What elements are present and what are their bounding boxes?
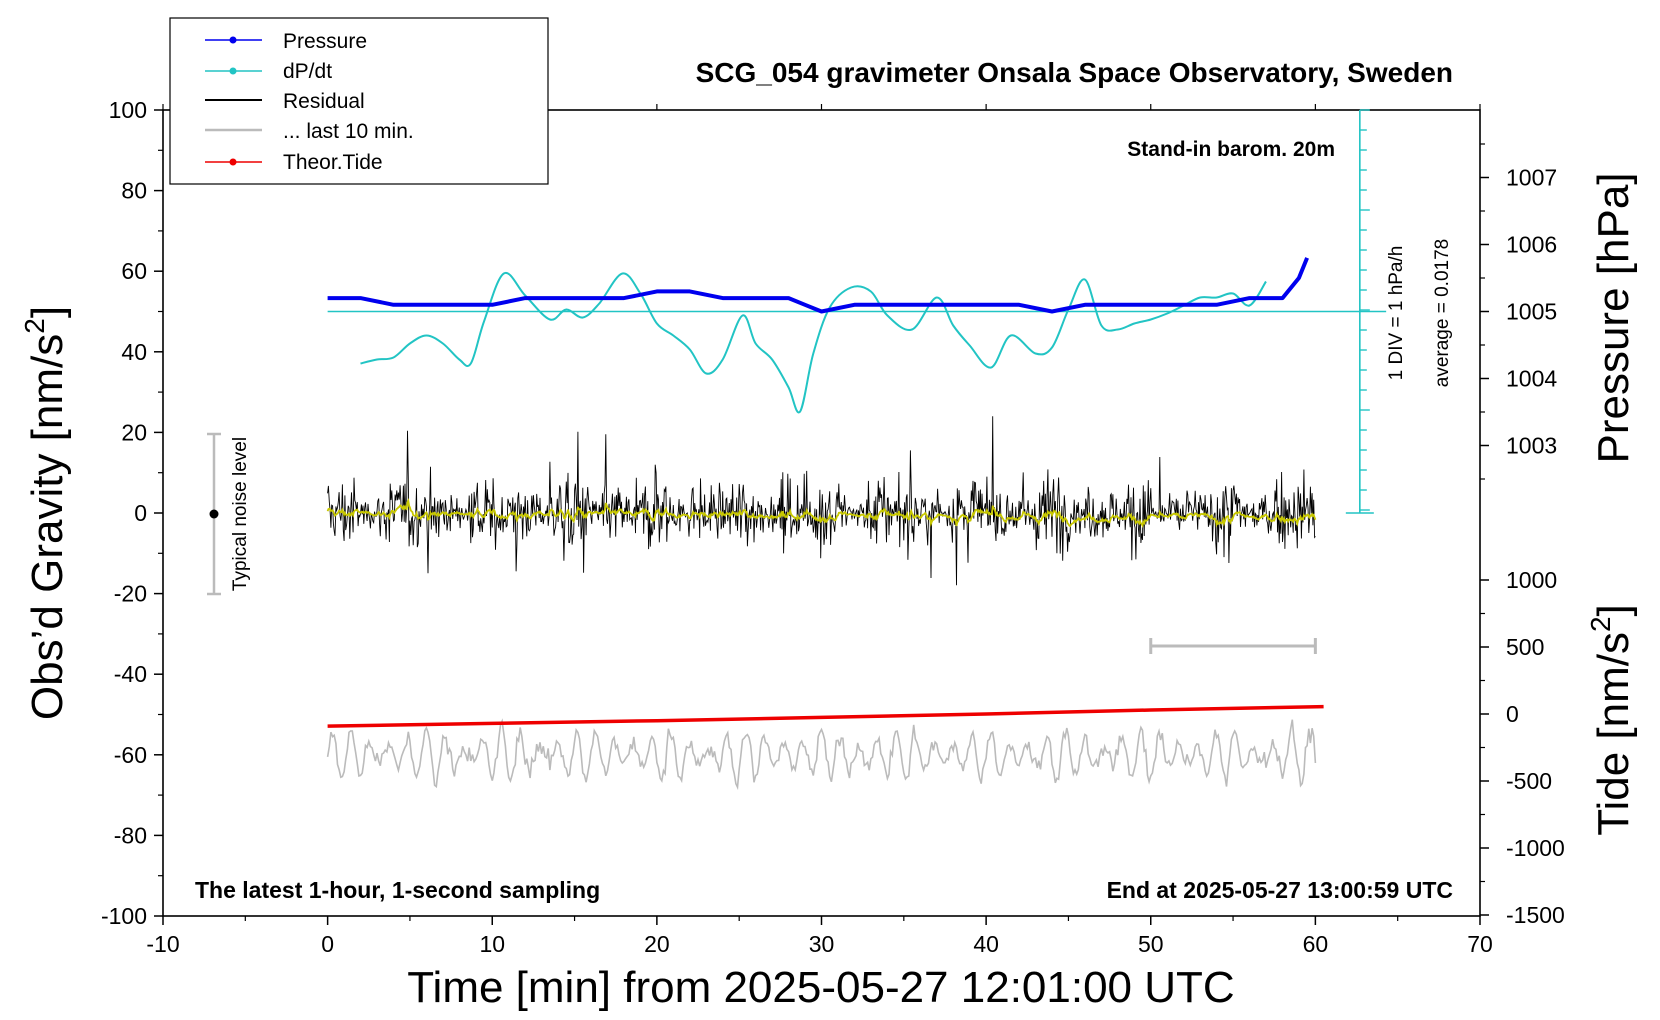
average-note: average = 0.0178 [1432,239,1453,387]
pressure-axis-title: Pressure [hPa] [1589,172,1638,463]
legend-label-residual: Residual [283,90,365,113]
x-tick-label: 50 [1138,931,1164,957]
x-tick-label: 40 [973,931,999,957]
tide-tick-label: -500 [1506,768,1552,794]
pressure-tick-label: 1005 [1506,299,1557,325]
tide-tick-label: 500 [1506,634,1544,660]
legend-item-tide: Theor.Tide [205,151,383,174]
legend-label-dpdt: dP/dt [283,60,332,83]
pressure-tick-label: 1007 [1506,165,1557,191]
barometer-note: Stand-in barom. 20m [1127,138,1335,161]
y-axis-ticks: 100 80 60 40 20 0 -20 -40 -60 -80 -100 [101,97,163,929]
legend-item-residual: Residual [205,90,365,113]
y-tick-label: 0 [134,500,147,526]
dpdt-division-scale [327,109,1387,514]
y-tick-label: 40 [121,339,147,365]
tide-line [327,704,1324,728]
x-tick-label: 10 [479,931,505,957]
pressure-series [327,257,1309,314]
x-axis-ticks: -10 0 10 20 30 40 50 60 70 [146,104,1493,957]
legend-item-pressure: Pressure [205,30,367,53]
tide-tick-label: 0 [1506,701,1519,727]
noise-level-indicator [207,432,221,596]
legend-item-last10: ... last 10 min. [205,120,414,143]
y-tick-label: -40 [114,661,147,687]
x-tick-label: 0 [321,931,334,957]
legend-label-pressure: Pressure [283,30,367,53]
tide-axis-ticks: 1000 500 0 -500 -1000 -1500 [1480,567,1565,928]
pressure-tick-label: 1006 [1506,232,1557,258]
noise-level-label: Typical noise level [230,437,251,591]
y-tick-label: 100 [109,97,147,123]
noise-level-dot [209,509,219,519]
x-tick-label: 20 [644,931,670,957]
legend-label-tide: Theor.Tide [283,151,383,174]
y-axis-title-sup: 2 [19,318,50,334]
tide-tick-label: -1500 [1506,902,1565,928]
svg-text:Obs’d Gravity [nm/s2]: Obs’d Gravity [nm/s2] [19,306,72,720]
div-note: 1 DIV = 1 hPa/h [1386,246,1407,381]
residual-series [326,416,1317,586]
dpdt-line [360,271,1267,414]
pressure-tick-label: 1003 [1506,433,1557,459]
pressure-axis-ticks: 1003 1004 1005 1006 1007 [1480,143,1557,480]
tide-tick-label: 1000 [1506,567,1557,593]
pressure-line [327,257,1309,314]
x-tick-label: 60 [1303,931,1329,957]
x-tick-label: 70 [1467,931,1493,957]
residual-smooth-line [326,498,1317,528]
y-tick-label: 80 [121,178,147,204]
legend-item-dpdt: dP/dt [205,60,332,83]
y-tick-label: 20 [121,419,147,445]
y-tick-label: -80 [114,822,147,848]
y-tick-label: 60 [121,258,147,284]
last-10-min-line [326,718,1317,791]
pressure-tick-label: 1004 [1506,366,1557,392]
end-time-note: End at 2025-05-27 13:00:59 UTC [1107,877,1453,903]
x-tick-label: 30 [809,931,835,957]
x-tick-label: -10 [146,931,179,957]
dpdt-series [360,271,1267,414]
sampling-note: The latest 1-hour, 1-second sampling [195,877,600,903]
svg-text:Tide [nm/s2]: Tide [nm/s2] [1585,604,1638,836]
tide-axis-title: Tide [nm/s2] [1585,604,1638,836]
legend: Pressure dP/dt Residual ... last 10 min.… [169,17,549,185]
y-tick-label: -20 [114,581,147,607]
theoretical-tide-series [327,704,1324,728]
chart-title: SCG_054 gravimeter Onsala Space Observat… [696,57,1453,88]
legend-label-last10: ... last 10 min. [283,120,414,143]
last-10-min-series [326,637,1317,791]
tide-tick-label: -1000 [1506,835,1565,861]
y-tick-label: -60 [114,742,147,768]
y-axis-title: Obs’d Gravity [nm/s2] [19,306,72,720]
y-tick-label: -100 [101,903,147,929]
residual-line [327,416,1316,586]
x-axis-title: Time [min] from 2025-05-27 12:01:00 UTC [407,963,1234,1012]
